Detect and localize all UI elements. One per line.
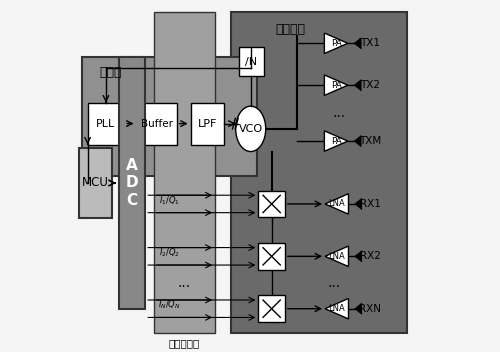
Text: LNA: LNA (328, 304, 345, 313)
Polygon shape (324, 131, 348, 151)
Text: ...: ... (178, 276, 191, 289)
Bar (136, 103, 176, 145)
Bar (119, 57, 145, 309)
Text: $I_2/Q_2$: $I_2/Q_2$ (159, 247, 180, 259)
Polygon shape (355, 198, 362, 209)
Text: 中频放大器: 中频放大器 (169, 339, 200, 348)
Text: /N: /N (246, 57, 258, 67)
Polygon shape (324, 75, 348, 95)
Text: ...: ... (332, 106, 345, 120)
Text: ...: ... (328, 276, 340, 289)
Polygon shape (354, 80, 361, 91)
Bar (88, 103, 124, 145)
Polygon shape (355, 251, 362, 262)
Polygon shape (354, 38, 361, 49)
Text: VCO: VCO (238, 124, 263, 134)
Text: LNA: LNA (328, 252, 345, 261)
Text: PA: PA (331, 137, 342, 146)
Polygon shape (325, 246, 348, 266)
Text: RX2: RX2 (360, 251, 381, 261)
Bar (258, 243, 285, 270)
Text: A
D
C: A D C (126, 158, 138, 208)
Bar (231, 12, 407, 333)
Text: TX2: TX2 (360, 80, 380, 90)
Bar (239, 47, 264, 76)
Text: 锁相环: 锁相环 (99, 67, 122, 80)
Polygon shape (324, 33, 348, 54)
Text: PA: PA (331, 39, 342, 48)
Bar (82, 57, 257, 176)
Ellipse shape (236, 106, 266, 152)
Text: TX1: TX1 (360, 38, 380, 48)
Text: $I_1/Q_1$: $I_1/Q_1$ (159, 194, 180, 207)
Bar (258, 191, 285, 217)
Text: LPF: LPF (198, 119, 217, 128)
Text: MCU: MCU (82, 176, 109, 189)
Polygon shape (325, 298, 348, 319)
Polygon shape (325, 194, 348, 214)
Bar (190, 103, 224, 145)
Text: RXN: RXN (360, 304, 382, 314)
Text: RX1: RX1 (360, 199, 381, 209)
Text: PA: PA (331, 81, 342, 90)
Text: 射频模块: 射频模块 (275, 23, 305, 36)
Bar (154, 12, 215, 333)
Polygon shape (355, 303, 362, 314)
Polygon shape (354, 136, 361, 147)
Text: TXM: TXM (358, 136, 381, 146)
Text: PLL: PLL (96, 119, 116, 128)
Bar (258, 295, 285, 322)
Text: LNA: LNA (328, 200, 345, 208)
Bar (79, 148, 112, 218)
Text: Buffer: Buffer (140, 119, 172, 128)
Text: $I_N/Q_N$: $I_N/Q_N$ (158, 299, 181, 312)
